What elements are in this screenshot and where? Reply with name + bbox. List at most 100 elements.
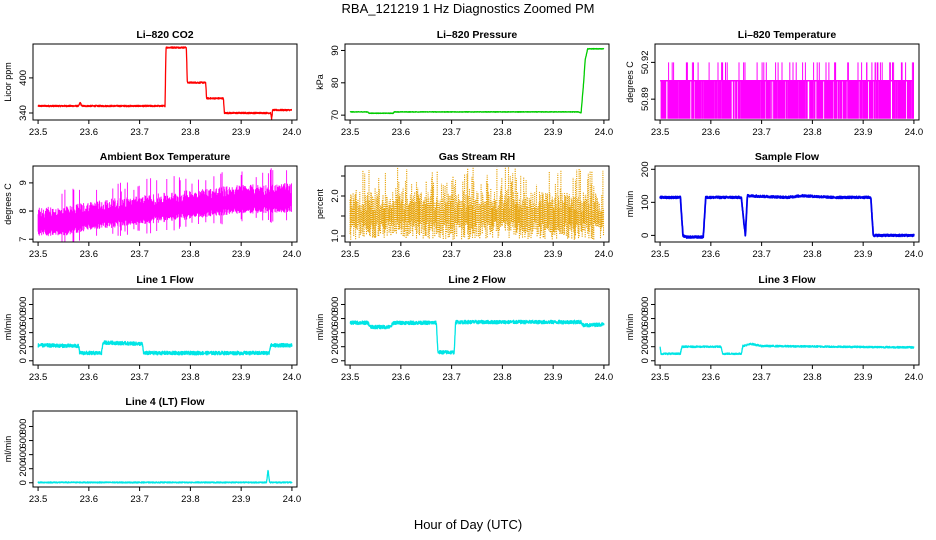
panel-title: Li–820 CO2 xyxy=(136,29,193,41)
x-tick-label: 23.7 xyxy=(130,127,149,138)
series-line xyxy=(659,193,915,239)
y-tick-label: 400 xyxy=(18,325,29,341)
x-tick-label: 23.6 xyxy=(392,249,411,260)
x-tick-label: 23.5 xyxy=(29,494,48,505)
y-axis-label: percent xyxy=(315,188,325,219)
x-tick-label: 23.7 xyxy=(752,372,771,383)
x-tick-label: 23.8 xyxy=(803,372,822,383)
y-tick-label: 200 xyxy=(640,339,651,355)
y-tick-label: 8 xyxy=(18,208,29,213)
x-tick-label: 24.0 xyxy=(905,249,924,260)
x-tick-label: 23.6 xyxy=(702,249,721,260)
x-tick-label: 23.5 xyxy=(29,127,48,138)
x-tick-label: 24.0 xyxy=(283,372,302,383)
x-tick-label: 24.0 xyxy=(283,494,302,505)
plot-frame xyxy=(32,165,298,243)
panel-line4-flow: Line 4 (LT) Flow ml/min 23.5 23.6 23.7 23.8 23… xyxy=(3,396,301,505)
x-tick-label: 23.7 xyxy=(752,249,771,260)
y-tick-label: 0 xyxy=(330,358,341,363)
y-axis-label: degrees C xyxy=(625,61,635,103)
series-line xyxy=(349,319,605,355)
x-tick-label: 23.8 xyxy=(493,249,512,260)
y-axis-label: kPa xyxy=(315,74,325,90)
x-tick-label: 23.7 xyxy=(442,372,461,383)
y-axis-label: ml/min xyxy=(3,314,13,341)
plot-frame xyxy=(32,43,298,121)
y-axis-label: ml/min xyxy=(625,191,635,218)
plot-frame xyxy=(344,165,610,243)
y-tick-label: 200 xyxy=(18,461,29,477)
panel-gas-rh: Gas Stream RH percent 23.5 23.6 23.7 23.8 23.9… xyxy=(315,151,613,260)
x-tick-label: 23.9 xyxy=(232,249,251,260)
y-tick-label: 80 xyxy=(330,78,341,89)
x-tick-label: 23.7 xyxy=(130,372,149,383)
y-tick-label: 2.0 xyxy=(330,189,341,202)
x-tick-label: 23.8 xyxy=(803,249,822,260)
series-line xyxy=(37,469,293,484)
x-tick-label: 23.6 xyxy=(80,249,99,260)
x-tick-label: 23.9 xyxy=(854,249,873,260)
panel-sample-flow: Sample Flow ml/min 23.5 23.6 23.7 23.8 23.9 24.… xyxy=(625,151,923,260)
x-tick-label: 24.0 xyxy=(283,249,302,260)
panel-title: Line 3 Flow xyxy=(758,274,816,286)
y-tick-label: 600 xyxy=(18,311,29,327)
x-tick-label: 24.0 xyxy=(595,127,614,138)
x-tick-label: 23.5 xyxy=(29,249,48,260)
x-tick-label: 23.6 xyxy=(80,127,99,138)
x-tick-label: 23.9 xyxy=(232,127,251,138)
y-axis-label: Licor ppm xyxy=(3,62,13,102)
plot-frame xyxy=(344,288,610,366)
x-tick-label: 23.5 xyxy=(29,372,48,383)
panel-line2-flow: Line 2 Flow ml/min 23.5 23.6 23.7 23.8 23.9 24.… xyxy=(315,274,613,383)
x-tick-label: 23.6 xyxy=(702,372,721,383)
y-tick-label: 200 xyxy=(18,339,29,355)
data-layer xyxy=(349,167,605,240)
y-tick-label: 0 xyxy=(18,358,29,363)
x-tick-label: 24.0 xyxy=(905,372,924,383)
x-tick-label: 23.8 xyxy=(181,249,200,260)
y-axis-label: ml/min xyxy=(3,436,13,463)
y-tick-label: 0 xyxy=(640,358,651,363)
y-tick-label: 200 xyxy=(640,161,651,177)
series-points xyxy=(349,167,605,240)
series-line xyxy=(37,340,293,356)
x-tick-label: 23.5 xyxy=(651,249,670,260)
data-layer xyxy=(349,47,605,115)
figure-title: RBA_121219 1 Hz Diagnostics Zoomed PM xyxy=(341,1,595,16)
panel-pressure: Li–820 Pressure kPa 23.5 23.6 23.7 23.8 23.9 24… xyxy=(315,29,613,138)
panel-title: Sample Flow xyxy=(755,151,820,163)
x-tick-label: 23.8 xyxy=(181,494,200,505)
x-tick-label: 23.8 xyxy=(493,127,512,138)
x-tick-label: 23.7 xyxy=(130,249,149,260)
plot-frame xyxy=(344,43,610,121)
x-tick-label: 23.9 xyxy=(854,127,873,138)
y-tick-label: 400 xyxy=(640,325,651,341)
y-tick-label: 400 xyxy=(18,447,29,463)
x-tick-label: 23.6 xyxy=(392,372,411,383)
y-tick-label: 200 xyxy=(330,339,341,355)
panel-title: Li–820 Pressure xyxy=(437,29,518,41)
x-tick-label: 23.9 xyxy=(232,494,251,505)
series-line xyxy=(660,62,914,119)
x-tick-label: 23.6 xyxy=(702,127,721,138)
y-tick-label: 70 xyxy=(330,110,341,121)
panel-line3-flow: Line 3 Flow ml/min 23.5 23.6 23.7 23.8 23.9 24.… xyxy=(625,274,923,383)
y-tick-label: 800 xyxy=(18,297,29,313)
x-tick-label: 23.5 xyxy=(341,372,360,383)
x-tick-label: 23.8 xyxy=(803,127,822,138)
x-tick-label: 23.7 xyxy=(130,494,149,505)
y-tick-label: 800 xyxy=(18,419,29,435)
y-axis-label: ml/min xyxy=(625,314,635,341)
y-tick-label: 0 xyxy=(640,233,651,238)
panel-title: Line 2 Flow xyxy=(448,274,506,286)
x-tick-label: 23.5 xyxy=(341,249,360,260)
panel-line1-flow: Line 1 Flow ml/min 23.5 23.6 23.7 23.8 23.9 24.… xyxy=(3,274,301,383)
data-layer xyxy=(660,62,914,119)
y-tick-label: 400 xyxy=(330,325,341,341)
y-tick-label: 50.92 xyxy=(640,50,651,74)
plot-frame xyxy=(654,165,920,243)
panel-licor-temp: Li–820 Temperature degrees C 23.5 23.6 23.7 2… xyxy=(625,29,923,138)
y-tick-label: 600 xyxy=(18,433,29,449)
y-tick-label: 600 xyxy=(640,311,651,327)
y-tick-label: 800 xyxy=(330,297,341,313)
